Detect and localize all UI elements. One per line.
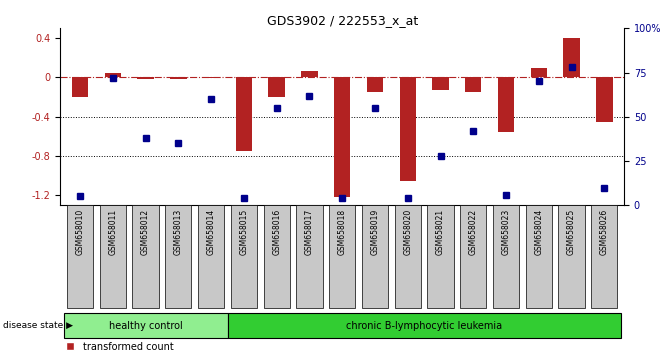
Bar — [231, 205, 257, 308]
Bar — [367, 78, 383, 92]
Text: healthy control: healthy control — [109, 321, 183, 331]
Bar — [493, 205, 519, 308]
Text: GSM658019: GSM658019 — [370, 209, 380, 255]
Bar — [596, 78, 613, 122]
Text: GSM658011: GSM658011 — [108, 209, 117, 255]
Bar — [531, 68, 547, 78]
Text: disease state ▶: disease state ▶ — [3, 321, 73, 330]
Text: GSM658024: GSM658024 — [534, 209, 544, 255]
Bar — [72, 78, 89, 97]
Bar — [460, 205, 486, 308]
Bar — [329, 205, 356, 308]
Bar — [170, 78, 187, 79]
Text: GSM658016: GSM658016 — [272, 209, 281, 255]
Bar — [64, 313, 227, 338]
Bar — [236, 78, 252, 151]
Text: GSM658026: GSM658026 — [600, 209, 609, 255]
Bar — [268, 78, 285, 97]
Text: GSM658013: GSM658013 — [174, 209, 183, 255]
Text: GSM658025: GSM658025 — [567, 209, 576, 255]
Bar — [301, 70, 317, 78]
Bar — [564, 38, 580, 78]
Bar — [100, 205, 126, 308]
Bar — [362, 205, 388, 308]
Bar — [427, 205, 454, 308]
Bar — [297, 205, 323, 308]
Bar — [105, 73, 121, 78]
Bar — [465, 78, 482, 92]
Text: GSM658018: GSM658018 — [338, 209, 347, 255]
Bar — [591, 205, 617, 308]
Bar — [264, 205, 290, 308]
Bar — [558, 205, 584, 308]
Bar — [203, 78, 219, 79]
Text: GSM658020: GSM658020 — [403, 209, 412, 255]
Text: GSM658023: GSM658023 — [501, 209, 511, 255]
Bar — [498, 78, 514, 132]
Bar — [132, 205, 159, 308]
Bar — [395, 205, 421, 308]
Text: chronic B-lymphocytic leukemia: chronic B-lymphocytic leukemia — [346, 321, 502, 331]
Text: GSM658021: GSM658021 — [436, 209, 445, 255]
Text: GSM658014: GSM658014 — [207, 209, 215, 255]
Title: GDS3902 / 222553_x_at: GDS3902 / 222553_x_at — [266, 14, 418, 27]
Text: GSM658010: GSM658010 — [76, 209, 85, 255]
Bar — [165, 205, 191, 308]
Bar — [67, 205, 93, 308]
Legend: transformed count, percentile rank within the sample: transformed count, percentile rank withi… — [65, 342, 248, 354]
Text: GSM658017: GSM658017 — [305, 209, 314, 255]
Bar — [198, 205, 224, 308]
Bar — [227, 313, 621, 338]
Bar — [138, 78, 154, 79]
Bar — [525, 205, 552, 308]
Text: GSM658022: GSM658022 — [469, 209, 478, 255]
Text: GSM658012: GSM658012 — [141, 209, 150, 255]
Bar — [399, 78, 416, 181]
Bar — [432, 78, 449, 90]
Text: GSM658015: GSM658015 — [240, 209, 248, 255]
Bar — [334, 78, 350, 198]
